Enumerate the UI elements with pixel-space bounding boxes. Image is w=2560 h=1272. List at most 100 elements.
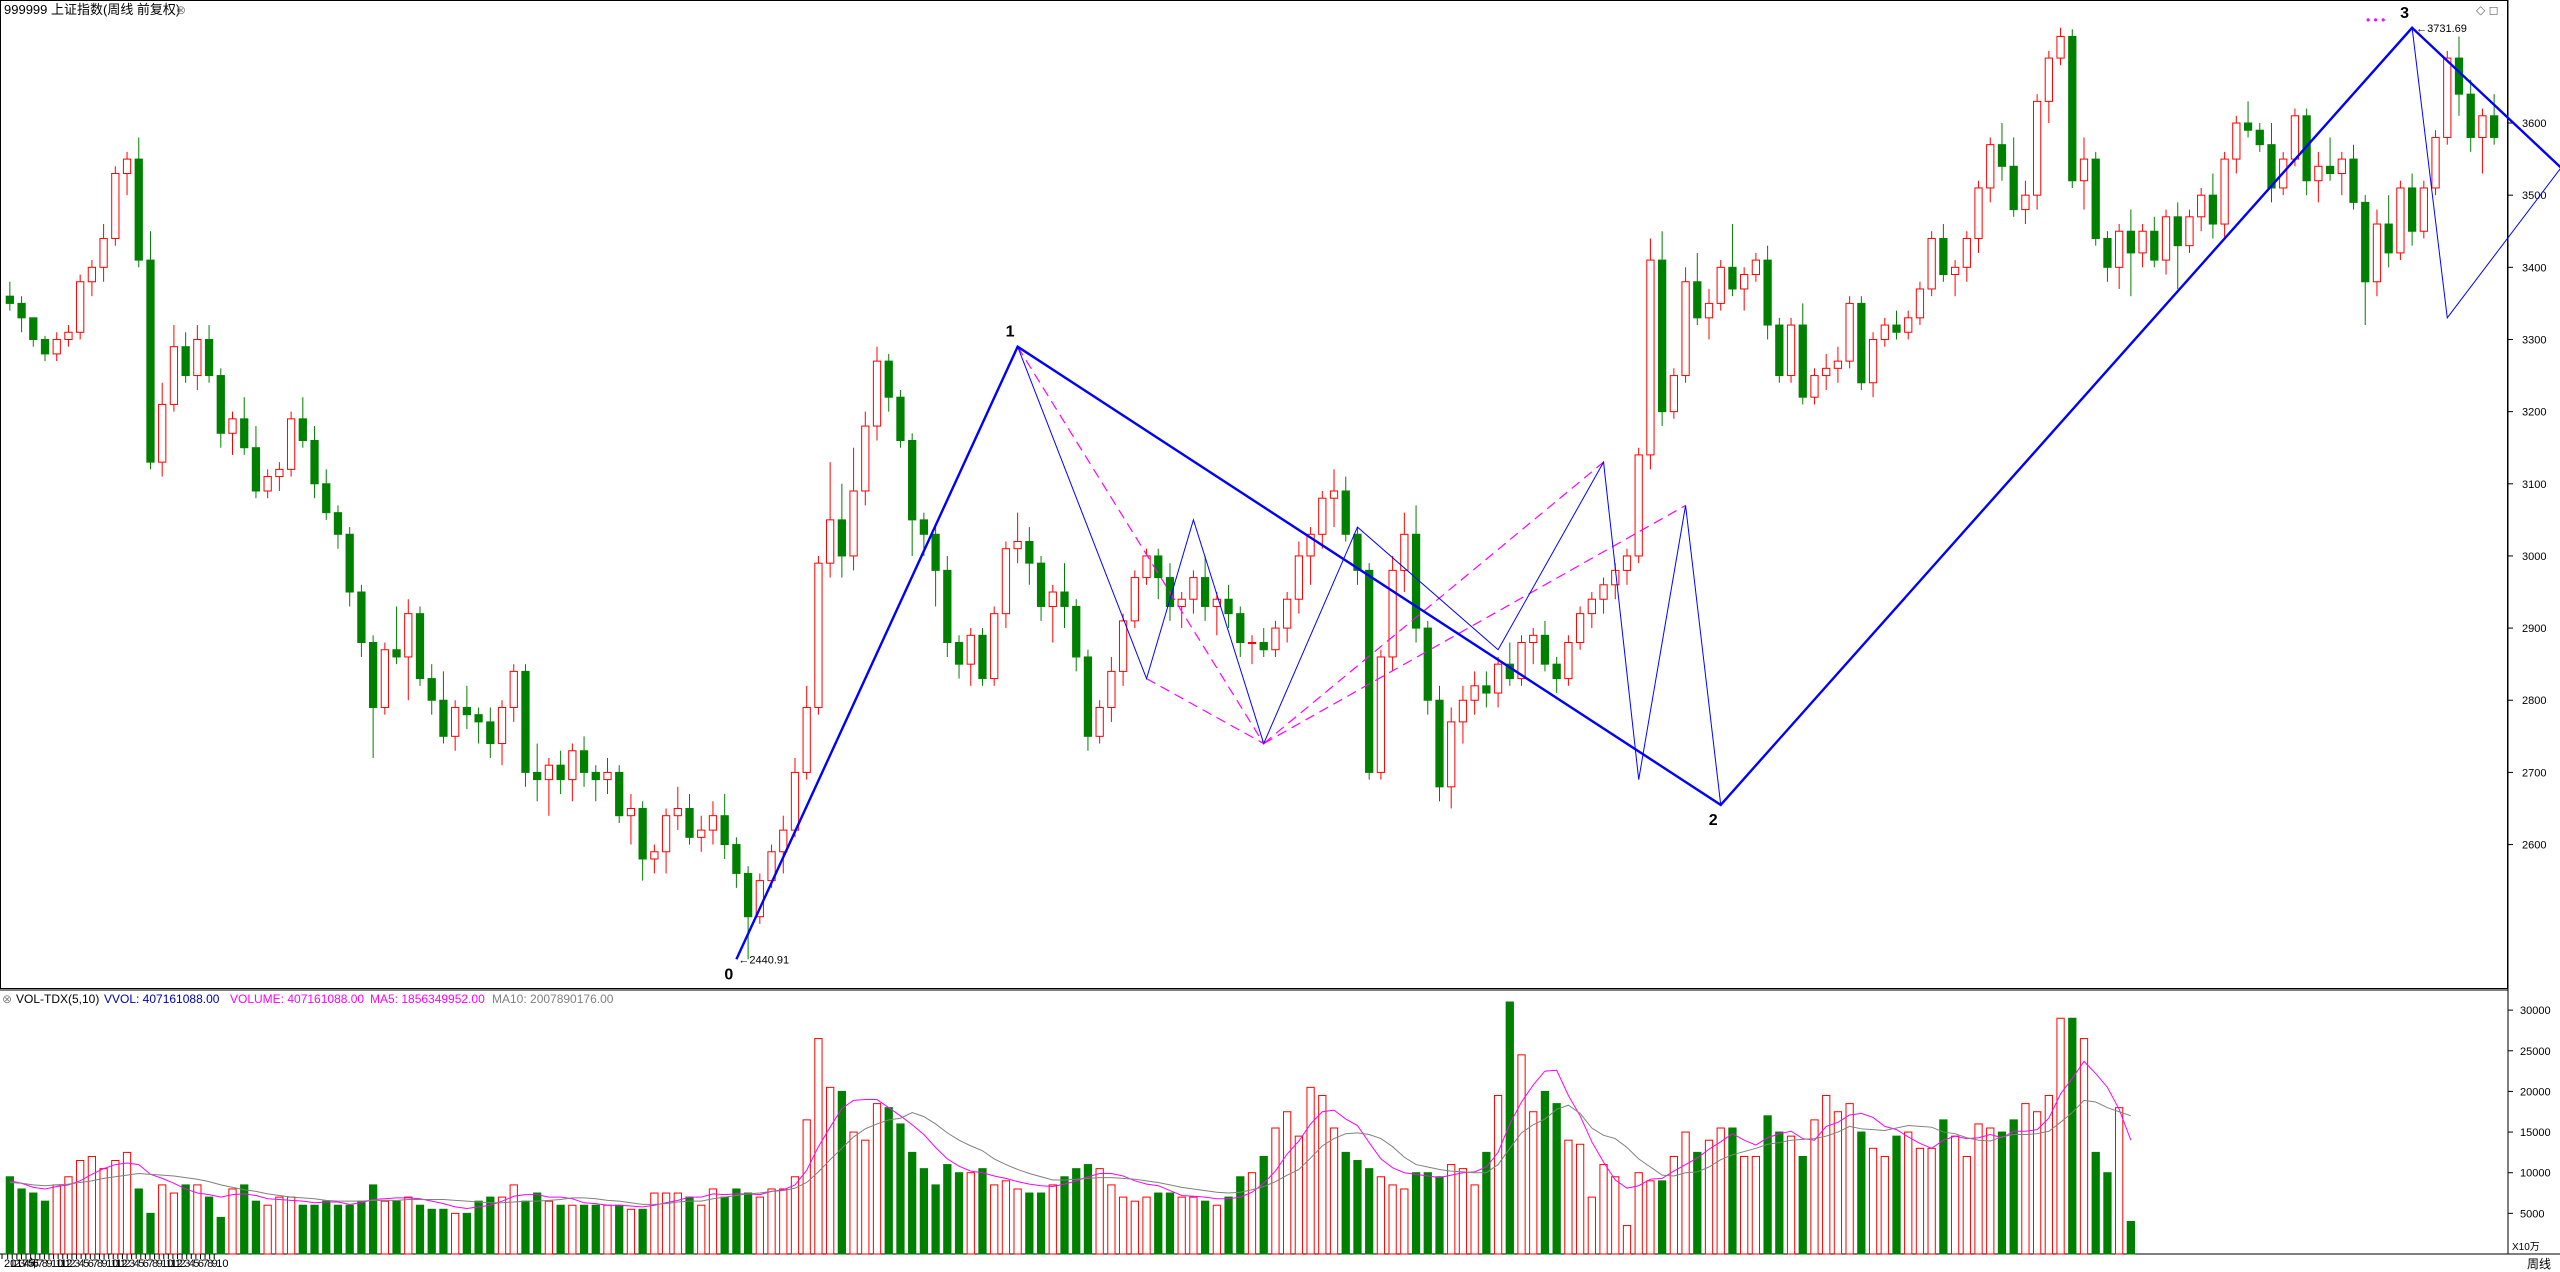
volume-bar-up — [626, 1208, 636, 1255]
volume-bar-down — [521, 1200, 530, 1255]
wave-labels: 01233.03.1←2440.91←3731.69 — [724, 5, 2466, 984]
volume-bar-up — [1212, 1204, 1221, 1255]
vol-settings-icon[interactable]: ⊗ — [2, 992, 12, 1006]
volume-bar-up — [1716, 1127, 1725, 1255]
candle-down — [2384, 223, 2393, 254]
candle-up — [1751, 259, 1761, 276]
time-tick-label: 2 — [14, 1258, 20, 1270]
time-tick-label: 11 — [166, 1258, 177, 1270]
dashed-line — [1017, 346, 1265, 744]
volume-bar-down — [415, 1204, 425, 1255]
candle-up — [2056, 35, 2065, 59]
candle-down — [1435, 699, 1444, 788]
candle-down — [1154, 555, 1163, 579]
volume-bar-up — [1740, 1155, 1749, 1255]
volume-bar-up — [1880, 1155, 1889, 1255]
volume-bar-down — [368, 1184, 378, 1255]
candle-down — [1775, 324, 1784, 377]
top-right-icons[interactable]: ◇ ◻ — [2476, 3, 2499, 17]
price-tick-label: 3000 — [2522, 551, 2546, 563]
volume-bar-up — [1130, 1200, 1139, 1255]
candle-up — [1271, 627, 1280, 651]
candle-up — [52, 338, 61, 355]
candle-down — [5, 295, 14, 304]
volume-bar-down — [439, 1208, 448, 1255]
candle-down — [1505, 663, 1514, 680]
candle-up — [64, 331, 73, 340]
candle-down — [1224, 598, 1233, 615]
volume-bar-down — [919, 1168, 929, 1255]
price-tick-label: 3200 — [2522, 407, 2546, 419]
candle-up — [1013, 541, 1022, 550]
volume-bar-up — [509, 1184, 518, 1255]
main-chart-frame — [0, 0, 2508, 989]
candle-down — [392, 649, 401, 658]
candle-up — [1622, 555, 1632, 571]
volume-bar-down — [40, 1200, 50, 1255]
main-wave-line — [735, 26, 2560, 960]
volume-bar-down — [884, 1107, 893, 1255]
volume-bar-down — [322, 1200, 331, 1255]
candle-up — [1318, 497, 1327, 535]
time-axis: 2017年12345678910111212345678910111212345… — [1, 1254, 228, 1270]
volume-bar-up — [1001, 1180, 1011, 1255]
candle-up — [2220, 158, 2229, 225]
volume-bar-up — [2115, 1107, 2124, 1255]
volume-bar-down — [1365, 1168, 1374, 1255]
candle-down — [1365, 569, 1374, 773]
sub-wave-line — [1017, 26, 2560, 807]
candle-down — [579, 750, 589, 773]
candle-down — [1083, 656, 1093, 737]
candle-down — [2407, 187, 2417, 232]
volume-bar-up — [2032, 1111, 2042, 1255]
candle-up — [286, 418, 296, 470]
volume-bar-up — [1974, 1123, 1983, 1255]
candle-up — [1950, 266, 1960, 276]
candle-up — [1247, 642, 1257, 645]
volume-bar-up — [2021, 1103, 2030, 1255]
volume-bar-up — [1634, 1172, 1643, 1255]
candle-down — [1693, 281, 1702, 319]
volume-bar-up — [1950, 1135, 1960, 1255]
price-tick-label: 3600 — [2522, 118, 2546, 130]
candle-up — [87, 266, 97, 283]
candle-down — [2267, 144, 2276, 189]
volume-bar-down — [1552, 1103, 1561, 1255]
candle-down — [368, 642, 378, 708]
volume-bar-down — [1165, 1192, 1175, 1255]
volume-bar-up — [1904, 1131, 1913, 1255]
volume-bar-down — [1435, 1176, 1444, 1255]
volume-bar-up — [87, 1155, 97, 1255]
candle-up — [169, 346, 179, 405]
time-tick-label: 3 — [19, 1258, 25, 1270]
volume-bar-up — [1294, 1135, 1304, 1255]
candle-up — [509, 670, 518, 708]
time-tick-label: 12 — [170, 1258, 182, 1270]
volume-bar-down — [1025, 1192, 1034, 1255]
volume-bar-up — [826, 1086, 835, 1255]
volume-tick-label: 5000 — [2520, 1208, 2544, 1220]
main-wave-lines — [735, 26, 2560, 960]
period-label[interactable]: 周线 — [2527, 1257, 2551, 1271]
title-settings-icon[interactable]: ⊗ — [176, 3, 186, 17]
candle-down — [1060, 591, 1069, 607]
candle-up — [99, 237, 108, 268]
volume-bar-down — [1411, 1172, 1421, 1255]
candle-down — [533, 771, 542, 781]
candle-down — [322, 483, 331, 514]
candle-up — [1833, 360, 1843, 369]
volume-bar-up — [275, 1196, 284, 1255]
time-tick-label: 1 — [65, 1258, 71, 1270]
time-tick-label: 8 — [42, 1258, 48, 1270]
volume-tick-label: 30000 — [2520, 1005, 2551, 1017]
candle-down — [427, 678, 436, 701]
candle-down — [2068, 35, 2077, 182]
candle-up — [2197, 194, 2206, 218]
volume-bar-down — [685, 1196, 694, 1255]
candle-up — [1681, 281, 1690, 377]
candle-up — [1634, 454, 1643, 557]
candle-up — [2185, 216, 2194, 247]
candle-up — [2290, 115, 2300, 160]
volume-bar-up — [99, 1168, 108, 1255]
candle-down — [1200, 577, 1210, 607]
